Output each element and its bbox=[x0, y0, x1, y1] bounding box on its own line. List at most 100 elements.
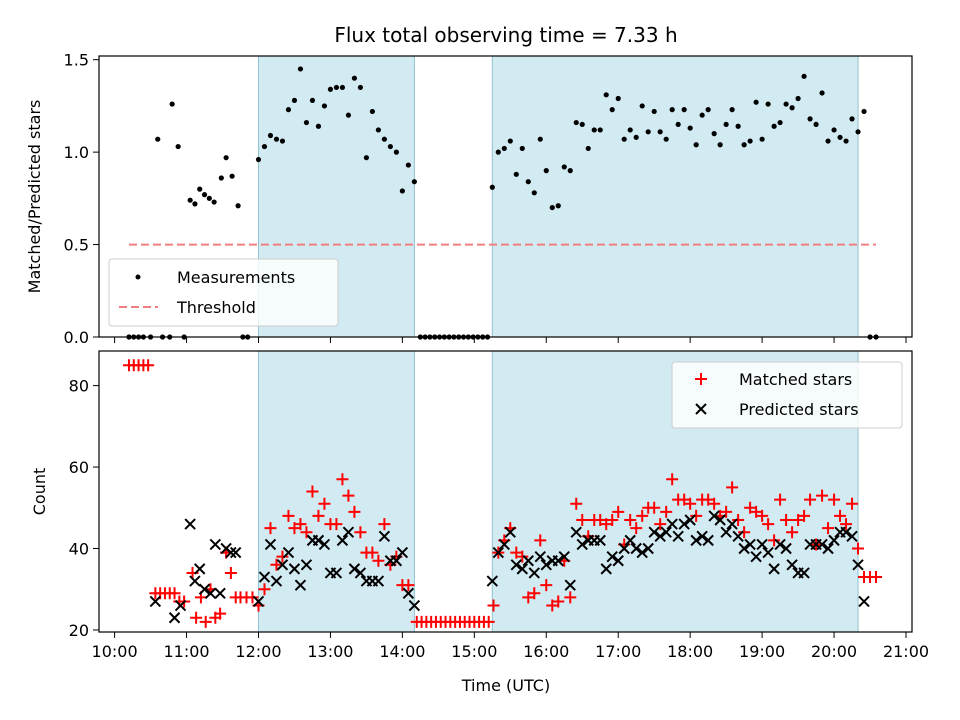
predicted-star-point bbox=[816, 538, 828, 551]
matched-star-point bbox=[378, 518, 391, 531]
matched-star-point bbox=[528, 587, 541, 600]
measurement-point bbox=[297, 66, 304, 72]
measurement-point bbox=[585, 145, 591, 152]
predicted-star-point bbox=[252, 595, 265, 608]
matched-star-point bbox=[822, 522, 835, 535]
measurement-point bbox=[351, 75, 358, 81]
measurement-point bbox=[579, 121, 585, 128]
measurement-point bbox=[387, 143, 393, 150]
measurement-point bbox=[339, 84, 346, 91]
predicted-star-point bbox=[270, 575, 283, 587]
x-tick-label: 10:00 bbox=[92, 642, 138, 661]
measurement-point bbox=[597, 127, 603, 133]
matched-star-point bbox=[846, 497, 859, 510]
count-axes: 10:00 11:00 12:00 13:00 14:00 15:00 16:00 17:00… bbox=[69, 377, 929, 661]
matched-star-point bbox=[402, 579, 415, 592]
predicted-star-point bbox=[660, 526, 672, 538]
measurement-point bbox=[273, 136, 280, 142]
measurement-point bbox=[405, 162, 411, 168]
matched-star-point bbox=[708, 497, 721, 510]
predicted-star-point bbox=[564, 579, 576, 591]
x-tick-label: 11:00 bbox=[163, 642, 209, 661]
predicted-star-point bbox=[840, 526, 852, 538]
measurement-point bbox=[753, 99, 759, 105]
predicted-star-point bbox=[372, 575, 385, 587]
measurement-point bbox=[717, 142, 723, 148]
y-tick-label: 40 bbox=[69, 540, 89, 559]
predicted-star-point bbox=[516, 563, 528, 575]
predicted-star-point bbox=[768, 563, 780, 575]
matched-star-point bbox=[487, 599, 500, 612]
matched-star-point bbox=[834, 509, 847, 522]
ratio-y-axis-label: Matched/Predicted stars bbox=[25, 100, 44, 294]
x-tick-label: 17:00 bbox=[595, 642, 641, 661]
predicted-star-point bbox=[738, 542, 750, 555]
predicted-star-point bbox=[229, 546, 242, 559]
matched-star-point bbox=[666, 473, 679, 486]
predicted-star-point bbox=[690, 534, 702, 547]
measurement-point bbox=[279, 138, 286, 144]
matched-star-point bbox=[142, 359, 155, 372]
measurement-point bbox=[633, 134, 639, 140]
matched-star-point bbox=[168, 587, 181, 600]
measurement-point bbox=[789, 105, 795, 111]
matched-star-point bbox=[774, 493, 787, 506]
measurement-point bbox=[229, 173, 235, 179]
measurement-point bbox=[507, 138, 513, 144]
measurement-point bbox=[837, 134, 843, 140]
measurement-point bbox=[211, 199, 217, 205]
matched-star-point bbox=[264, 522, 277, 535]
matched-star-point bbox=[516, 550, 529, 563]
predicted-star-point bbox=[354, 567, 367, 579]
predicted-star-point bbox=[264, 538, 277, 551]
predicted-star-point bbox=[696, 530, 708, 543]
measurement-point bbox=[285, 107, 292, 113]
predicted-star-point bbox=[174, 599, 187, 612]
measurement-point bbox=[235, 203, 241, 209]
measurement-point bbox=[303, 119, 310, 126]
matched-star-point bbox=[726, 481, 739, 494]
measurement-point bbox=[657, 129, 663, 135]
matched-star-point bbox=[630, 522, 643, 535]
matched-star-point bbox=[654, 518, 667, 531]
measurement-point bbox=[399, 188, 405, 194]
matched-star-point bbox=[870, 571, 883, 584]
predicted-star-point bbox=[408, 599, 421, 612]
measurement-point bbox=[687, 125, 693, 131]
measurement-point bbox=[765, 101, 771, 107]
x-tick-label: 21:00 bbox=[883, 642, 929, 661]
count-y-axis-label: Count bbox=[30, 468, 49, 516]
predicted-star-point bbox=[318, 538, 331, 551]
measurement-point bbox=[495, 149, 501, 155]
legend-measurements-label: Measurements bbox=[177, 268, 295, 287]
measurement-point bbox=[729, 107, 735, 113]
predicted-star-point bbox=[558, 550, 570, 563]
matched-star-point bbox=[300, 526, 313, 539]
predicted-star-point bbox=[798, 567, 810, 579]
predicted-star-point bbox=[858, 595, 870, 608]
measurement-point bbox=[807, 116, 813, 122]
predicted-star-point bbox=[648, 526, 660, 538]
measurement-point bbox=[615, 95, 621, 102]
measurement-point bbox=[291, 97, 298, 103]
predicted-star-point bbox=[486, 575, 499, 587]
measurement-point bbox=[489, 184, 495, 190]
predicted-star-point bbox=[282, 546, 295, 559]
predicted-star-point bbox=[149, 595, 162, 608]
matched-star-point bbox=[348, 505, 361, 518]
ratio-axes: 0.0 0.5 1.0 1.5 bbox=[64, 51, 907, 347]
measurement-point bbox=[255, 156, 262, 163]
x-axis-label: Time (UTC) bbox=[461, 676, 550, 695]
predicted-star-point bbox=[780, 542, 792, 555]
matched-star-point bbox=[738, 526, 751, 539]
measurement-point bbox=[831, 127, 837, 133]
predicted-star-point bbox=[498, 538, 511, 551]
measurement-point bbox=[813, 121, 819, 128]
predicted-star-point bbox=[396, 546, 409, 559]
measurement-point bbox=[223, 155, 229, 161]
matched-star-point bbox=[762, 518, 775, 531]
predicted-star-point bbox=[630, 542, 642, 555]
measurement-point bbox=[651, 108, 657, 115]
predicted-star-point bbox=[214, 587, 226, 600]
observing-interval-2 bbox=[491, 55, 859, 338]
